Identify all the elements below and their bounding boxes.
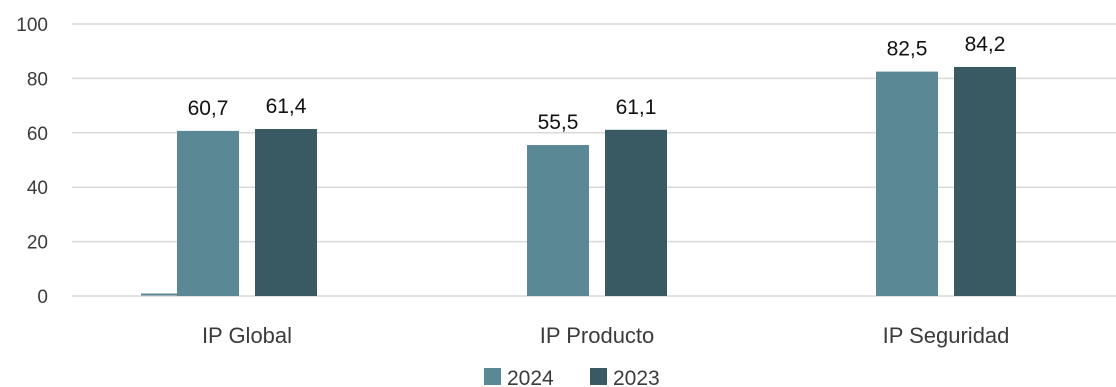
legend-swatch-2023 (590, 368, 607, 385)
bar-2023-2 (954, 66, 1016, 296)
data-label: 82,5 (887, 38, 928, 61)
legend-label: 2023 (613, 367, 660, 387)
data-label: 61,4 (266, 95, 307, 118)
bar-2023-1 (605, 129, 667, 296)
legend-swatch-2024 (484, 368, 501, 385)
data-label: 61,1 (616, 96, 657, 119)
y-tick-label: 20 (27, 233, 48, 254)
y-tick-label: 0 (37, 287, 48, 308)
bar-2023-0 (255, 128, 317, 296)
y-tick-label: 100 (16, 15, 48, 36)
legend-label: 2024 (507, 367, 554, 387)
category-label: IP Seguridad (883, 323, 1010, 348)
bar-2024-2 (876, 71, 938, 296)
y-tick-label: 40 (27, 178, 48, 199)
category-label: IP Global (202, 323, 292, 348)
x-axis-categories: IP Global IP Producto IP Seguridad (202, 323, 1009, 348)
data-labels: 60,7 61,4 55,5 61,1 82,5 84,2 (188, 33, 1006, 134)
bar-2024-1 (527, 145, 589, 296)
bars (141, 66, 1016, 296)
y-tick-label: 60 (27, 124, 48, 145)
y-axis-ticks: 0 20 40 60 80 100 (16, 15, 48, 308)
bar-2024-0 (177, 130, 239, 296)
data-label: 60,7 (188, 97, 229, 120)
legend: 2024 2023 (484, 367, 660, 387)
data-label: 55,5 (538, 111, 579, 134)
gridlines (72, 23, 1116, 297)
data-label: 84,2 (965, 33, 1006, 56)
category-label: IP Producto (540, 323, 655, 348)
y-tick-label: 80 (27, 69, 48, 90)
